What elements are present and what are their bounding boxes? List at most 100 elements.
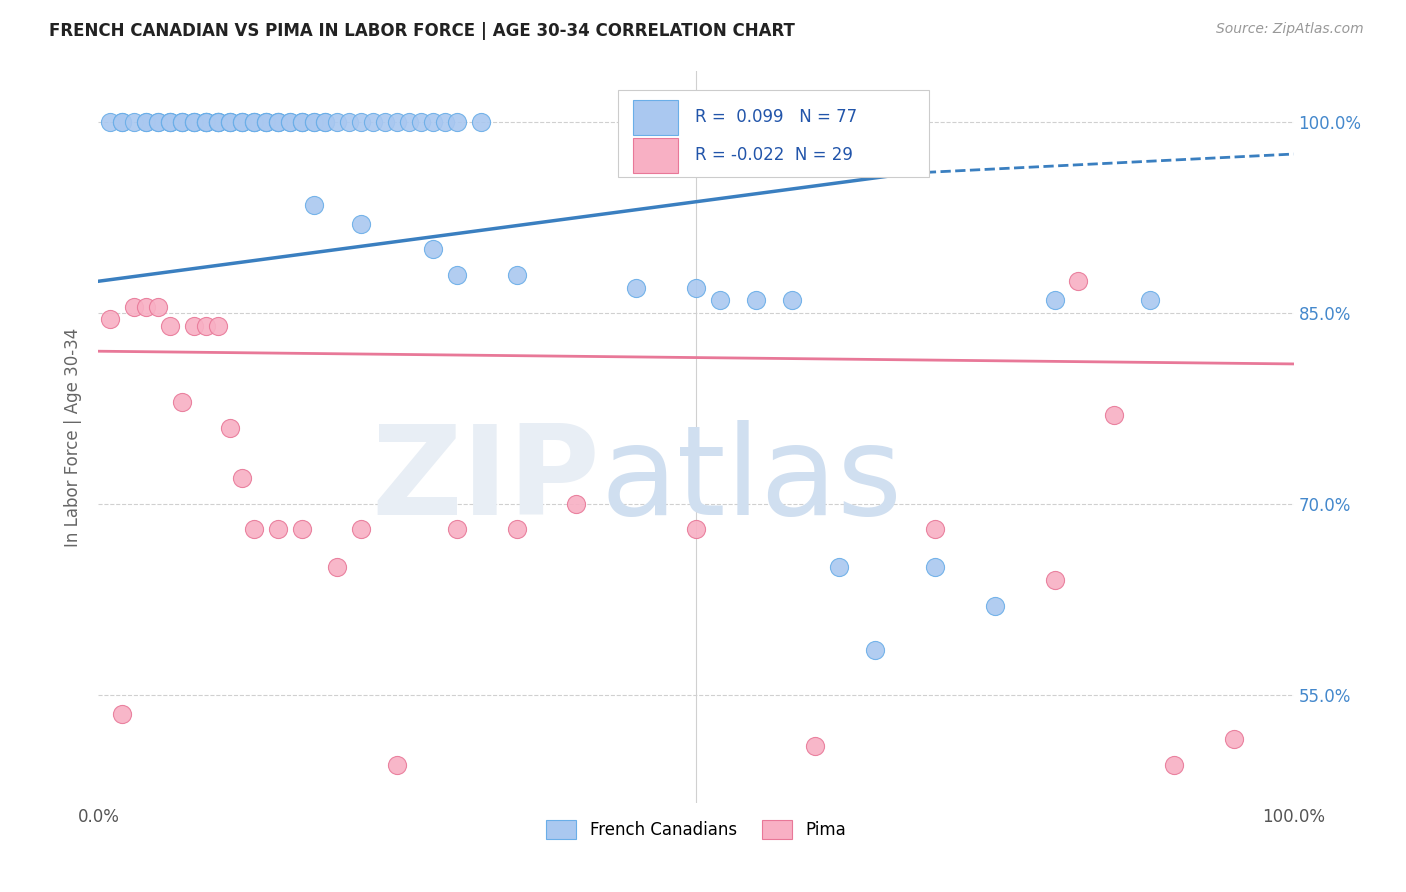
Point [254,115,277,129]
Point [565,497,588,511]
Point [780,293,803,308]
Point [195,115,218,129]
Point [385,115,409,129]
Point [745,293,768,308]
Point [219,115,242,129]
Point [124,300,146,314]
Point [159,318,181,333]
Point [446,115,468,129]
FancyBboxPatch shape [619,90,929,178]
Point [339,115,361,129]
Point [1104,408,1126,422]
Point [470,115,492,129]
Point [363,115,385,129]
Point [374,115,396,129]
Point [685,280,707,294]
Point [626,280,648,294]
Point [254,115,277,129]
Point [278,115,301,129]
Point [984,599,1007,613]
Point [219,115,242,129]
Point [148,115,170,129]
Point [231,115,253,129]
Text: atlas: atlas [600,420,903,541]
Point [183,115,205,129]
Point [302,115,325,129]
Point [267,115,290,129]
Point [172,115,194,129]
Point [506,522,529,536]
Point [302,115,325,129]
Point [1043,293,1066,308]
Point [446,268,468,282]
Point [350,217,373,231]
Point [828,560,851,574]
Point [124,115,146,129]
FancyBboxPatch shape [633,100,678,135]
Point [243,115,266,129]
Point [195,115,218,129]
Point [1043,573,1066,587]
Point [195,115,218,129]
Y-axis label: In Labor Force | Age 30-34: In Labor Force | Age 30-34 [65,327,83,547]
Point [315,115,337,129]
Point [1067,274,1090,288]
Point [291,522,314,536]
FancyBboxPatch shape [633,138,678,173]
Point [254,115,277,129]
Point [159,115,181,129]
Text: FRENCH CANADIAN VS PIMA IN LABOR FORCE | AGE 30-34 CORRELATION CHART: FRENCH CANADIAN VS PIMA IN LABOR FORCE |… [49,22,794,40]
Point [422,243,444,257]
Point [159,115,181,129]
Point [709,293,731,308]
Text: R =  0.099   N = 77: R = 0.099 N = 77 [695,109,856,127]
Point [172,115,194,129]
Point [291,115,314,129]
Point [446,522,468,536]
Point [172,115,194,129]
Point [183,115,205,129]
Point [315,115,337,129]
Point [172,395,194,409]
Point [804,739,827,753]
Point [135,300,157,314]
Point [267,522,290,536]
Point [243,115,266,129]
Point [326,115,349,129]
Point [291,115,314,129]
Text: R = -0.022  N = 29: R = -0.022 N = 29 [695,146,852,164]
Point [243,522,266,536]
Point [1139,293,1161,308]
Point [350,522,373,536]
Point [159,115,181,129]
Point [183,318,205,333]
Point [195,318,218,333]
Text: Source: ZipAtlas.com: Source: ZipAtlas.com [1216,22,1364,37]
Point [350,115,373,129]
Point [506,268,529,282]
Point [219,420,242,434]
Point [302,198,325,212]
Point [135,115,157,129]
Point [1163,757,1185,772]
Point [98,115,122,129]
Point [207,115,229,129]
Point [924,560,946,574]
Point [195,115,218,129]
Point [231,115,253,129]
Point [278,115,301,129]
Legend: French Canadians, Pima: French Canadians, Pima [540,814,852,846]
Point [398,115,420,129]
Point [267,115,290,129]
Text: ZIP: ZIP [371,420,600,541]
Point [219,115,242,129]
Point [291,115,314,129]
Point [1223,732,1246,747]
Point [434,115,457,129]
Point [183,115,205,129]
Point [411,115,433,129]
Point [685,522,707,536]
Point [207,115,229,129]
Point [148,300,170,314]
Point [865,643,887,657]
